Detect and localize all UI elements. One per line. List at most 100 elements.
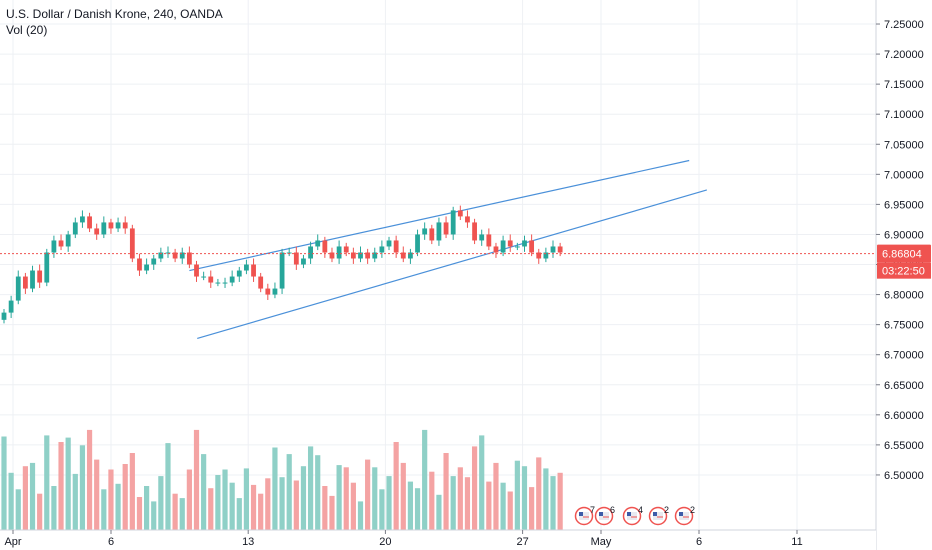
- candle-body: [543, 252, 549, 259]
- volume-bar: [329, 495, 335, 530]
- candle-body: [172, 252, 178, 259]
- volume-bar: [72, 473, 78, 530]
- event-flag-body: [627, 512, 637, 520]
- candle-body: [272, 288, 278, 295]
- candle-body: [179, 252, 185, 259]
- candle-body: [557, 246, 563, 253]
- volume-bar: [94, 459, 100, 530]
- volume-bar: [144, 486, 150, 530]
- volume-bar: [122, 464, 128, 530]
- volume-bar: [343, 467, 349, 530]
- volume-bar: [422, 429, 428, 530]
- chart-grid: [0, 0, 876, 530]
- price-tick-label: 7.10000: [884, 109, 924, 121]
- volume-bar: [557, 472, 563, 530]
- candle-body: [507, 240, 513, 247]
- candle-body: [215, 282, 221, 284]
- candle-body: [30, 270, 35, 289]
- candle-body: [222, 282, 228, 284]
- volume-bar: [443, 453, 449, 530]
- candle-body: [80, 216, 85, 223]
- candle-body: [329, 252, 335, 259]
- time-tick-label: Apr: [4, 536, 21, 548]
- time-tick-label: 27: [516, 536, 528, 548]
- candle-body: [265, 288, 271, 295]
- price-axis[interactable]: 6.50000 6.55000 6.60000 6.65000 6.70000 6.750…: [875, 0, 932, 550]
- price-tick-label: 7.05000: [884, 139, 924, 151]
- candle-body: [87, 216, 92, 229]
- event-marker[interactable]: 6: [594, 505, 616, 526]
- event-marker[interactable]: 4: [622, 505, 644, 526]
- volume-bar: [215, 475, 221, 530]
- candle-body: [51, 240, 57, 253]
- volume-bar: [464, 477, 471, 530]
- time-tick-label: 11: [791, 536, 802, 548]
- volume-indicator-title: Vol (20): [6, 23, 48, 37]
- volume-bar: [279, 477, 285, 530]
- candle-body: [308, 246, 313, 259]
- candle-body: [443, 222, 449, 235]
- countdown-tag: [877, 262, 931, 279]
- event-flag-canton: [599, 512, 603, 516]
- candle-body: [72, 222, 78, 235]
- event-flag-body: [679, 512, 689, 520]
- candle-body: [58, 240, 64, 247]
- candle-body: [165, 252, 171, 254]
- time-axis-bg: [0, 530, 876, 550]
- volume-bar: [400, 462, 406, 530]
- candle-body: [286, 252, 292, 254]
- candle-body: [8, 300, 14, 313]
- event-markers[interactable]: 7 6 4 2 2: [574, 505, 696, 526]
- candle-body: [15, 276, 21, 301]
- event-marker[interactable]: 2: [648, 505, 670, 526]
- candle-body: [315, 240, 321, 247]
- candle-body: [465, 216, 470, 223]
- price-tick-label: 6.60000: [884, 410, 924, 422]
- candle-body: [393, 240, 399, 253]
- volume-bar: [293, 480, 299, 530]
- candle-body: [336, 246, 342, 259]
- volume-bar: [101, 489, 107, 530]
- event-marker[interactable]: 2: [674, 505, 696, 526]
- volume-bar: [15, 489, 21, 530]
- candle-body: [258, 276, 264, 289]
- volume-bar: [51, 486, 57, 530]
- candle-body: [251, 264, 256, 277]
- time-tick-label: 6: [108, 536, 114, 548]
- volume-bar: [243, 468, 250, 530]
- trendlines[interactable]: [189, 159, 708, 340]
- volume-bar: [500, 482, 506, 530]
- volume-bar: [258, 493, 264, 530]
- volume-bar: [193, 429, 200, 530]
- event-count: 6: [610, 505, 615, 515]
- time-tick-label: May: [591, 536, 612, 548]
- countdown-label: 03:22:50: [882, 266, 925, 278]
- volume-bar: [514, 460, 520, 530]
- candle-body: [236, 270, 242, 277]
- volume-bar: [37, 493, 43, 530]
- volume-bar: [201, 454, 207, 530]
- price-tick-label: 7.25000: [884, 19, 924, 31]
- volume-bar: [372, 467, 378, 530]
- event-flag-canton: [627, 512, 631, 516]
- candle-body: [244, 264, 249, 271]
- volume-bar: [507, 491, 513, 530]
- event-flag-canton: [579, 512, 583, 516]
- volume-bar: [8, 472, 14, 530]
- event-marker[interactable]: 7: [574, 505, 596, 526]
- trendline-lower: [197, 189, 708, 340]
- price-tick-label: 7.00000: [884, 169, 924, 181]
- candle-body: [322, 240, 328, 253]
- volume-bar: [172, 493, 178, 530]
- candle-body: [208, 276, 214, 283]
- candle-body: [450, 210, 456, 235]
- price-tick-label: 6.50000: [884, 470, 924, 482]
- volume-bar: [250, 484, 257, 530]
- volume-bar: [457, 467, 463, 530]
- time-axis[interactable]: Apr 6 13 20 27 May 6 11: [0, 529, 876, 550]
- candle-body: [115, 222, 121, 229]
- price-tick-label: 6.55000: [884, 440, 924, 452]
- candle-body: [436, 222, 442, 241]
- candle-body: [186, 252, 192, 265]
